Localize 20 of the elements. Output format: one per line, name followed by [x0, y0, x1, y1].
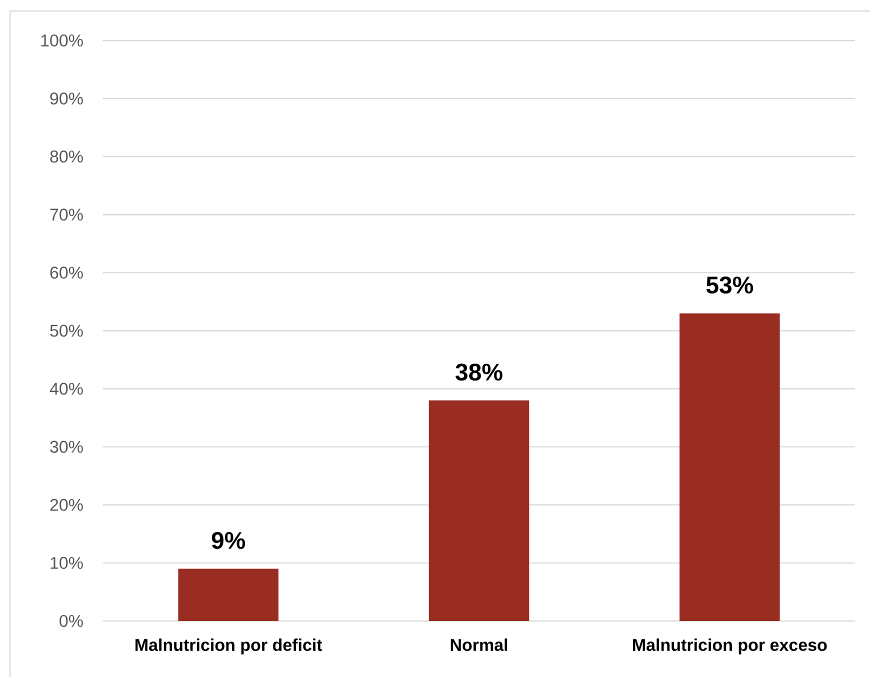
data-label: 53% — [706, 276, 754, 294]
x-tick-label: Malnutricion por deficit — [136, 638, 322, 654]
data-label: 9% — [212, 532, 246, 549]
y-tick-label: 60% — [50, 266, 83, 279]
y-tick-label: 20% — [50, 498, 83, 511]
x-tick-label: Normal — [450, 638, 508, 651]
y-tick-label: 80% — [50, 150, 83, 163]
bar — [178, 568, 278, 621]
y-tick-label: 10% — [50, 556, 83, 569]
y-tick-label: 100% — [41, 34, 83, 47]
bar — [680, 313, 780, 621]
y-tick-label: 90% — [50, 92, 83, 105]
y-tick-label: 50% — [50, 324, 83, 337]
bar — [428, 400, 530, 621]
y-tick-label: 30% — [50, 440, 83, 453]
y-tick-label: 70% — [50, 208, 83, 221]
x-tick-label: Malnutricion por exceso — [633, 638, 827, 654]
y-tick-label: 40% — [50, 382, 83, 395]
data-label: 38% — [456, 364, 502, 381]
y-tick-label: 0% — [60, 614, 83, 628]
